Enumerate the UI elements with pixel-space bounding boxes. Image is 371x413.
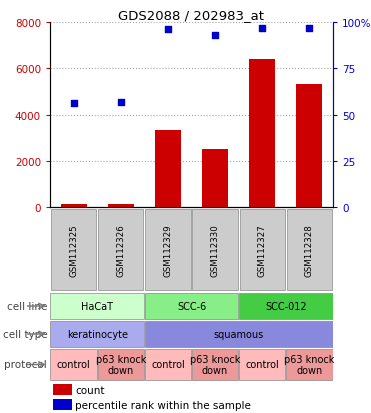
Bar bbox=[98, 349, 144, 380]
Text: p63 knock
down: p63 knock down bbox=[96, 354, 146, 375]
Bar bbox=[53, 399, 72, 411]
Bar bbox=[286, 349, 332, 380]
Bar bbox=[145, 321, 332, 347]
Text: protocol: protocol bbox=[4, 360, 47, 370]
Text: GSM112329: GSM112329 bbox=[163, 224, 173, 276]
Text: GSM112326: GSM112326 bbox=[116, 223, 125, 276]
Bar bbox=[239, 349, 285, 380]
Bar bbox=[51, 209, 96, 291]
Point bbox=[70, 101, 76, 107]
Text: squamous: squamous bbox=[214, 329, 264, 339]
Text: SCC-012: SCC-012 bbox=[265, 301, 307, 311]
Bar bbox=[108, 204, 134, 207]
Bar bbox=[145, 293, 238, 319]
Text: percentile rank within the sample: percentile rank within the sample bbox=[75, 400, 251, 410]
Text: GSM112330: GSM112330 bbox=[211, 223, 220, 276]
Text: SCC-6: SCC-6 bbox=[177, 301, 206, 311]
Bar bbox=[50, 321, 144, 347]
Bar bbox=[202, 150, 228, 207]
Bar bbox=[192, 349, 238, 380]
Bar bbox=[60, 205, 86, 207]
Point bbox=[259, 25, 265, 32]
Text: cell type: cell type bbox=[3, 329, 47, 339]
Text: count: count bbox=[75, 385, 104, 395]
Point bbox=[165, 27, 171, 33]
Text: HaCaT: HaCaT bbox=[81, 301, 113, 311]
Point bbox=[212, 33, 218, 39]
Bar bbox=[193, 209, 238, 291]
Bar bbox=[240, 209, 285, 291]
Text: p63 knock
down: p63 knock down bbox=[190, 354, 240, 375]
Bar bbox=[50, 349, 97, 380]
Text: control: control bbox=[245, 360, 279, 370]
Bar bbox=[249, 60, 275, 207]
Bar bbox=[296, 85, 322, 207]
Text: GSM112325: GSM112325 bbox=[69, 223, 78, 276]
Text: GSM112327: GSM112327 bbox=[258, 223, 267, 276]
Text: control: control bbox=[57, 360, 91, 370]
Bar bbox=[50, 293, 144, 319]
Bar bbox=[53, 384, 72, 395]
Text: keratinocyte: keratinocyte bbox=[67, 329, 128, 339]
Title: GDS2088 / 202983_at: GDS2088 / 202983_at bbox=[118, 9, 265, 22]
Text: p63 knock
down: p63 knock down bbox=[284, 354, 335, 375]
Bar bbox=[239, 293, 332, 319]
Text: GSM112328: GSM112328 bbox=[305, 223, 314, 276]
Bar bbox=[287, 209, 332, 291]
Bar bbox=[145, 209, 191, 291]
Bar bbox=[98, 209, 143, 291]
Text: control: control bbox=[151, 360, 185, 370]
Bar bbox=[145, 349, 191, 380]
Text: cell line: cell line bbox=[7, 301, 47, 311]
Bar bbox=[155, 130, 181, 207]
Point bbox=[118, 99, 124, 106]
Point bbox=[306, 25, 312, 32]
